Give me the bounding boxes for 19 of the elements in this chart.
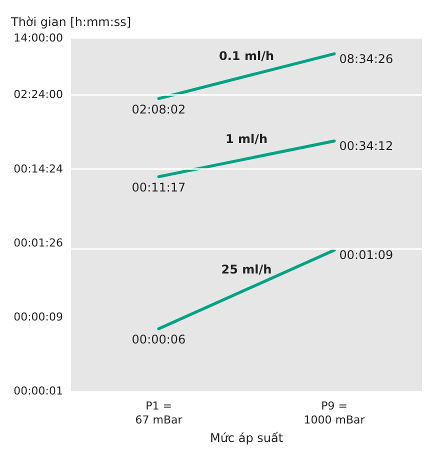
data-label: 08:34:26 — [339, 52, 394, 66]
y-tick-label: 00:01:26 — [14, 236, 63, 250]
series-label: 1 ml/h — [225, 132, 268, 146]
y-tick-label: 14:00:00 — [14, 32, 63, 44]
series-label: 0.1 ml/h — [219, 49, 274, 64]
data-label: 00:11:17 — [132, 180, 186, 195]
series-label: 25 ml/h — [221, 262, 272, 276]
y-axis-title: Thời gian [h:mm:ss] — [10, 15, 132, 29]
data-label: 00:01:09 — [339, 248, 394, 262]
y-tick-label: 00:00:09 — [14, 310, 63, 324]
y-tick-label: 00:00:01 — [14, 384, 63, 398]
x-tick-label: P1 = 67 mBar — [135, 400, 183, 427]
y-tick-label: 02:24:00 — [14, 88, 63, 102]
x-axis-title: Mức áp suất — [210, 431, 284, 445]
x-tick-label: P9 = 1000 mBar — [304, 400, 366, 427]
data-label: 00:00:06 — [132, 332, 186, 347]
data-label: 00:34:12 — [339, 139, 394, 153]
y-tick-label: 00:14:24 — [14, 162, 63, 176]
data-label: 02:08:02 — [132, 102, 186, 117]
